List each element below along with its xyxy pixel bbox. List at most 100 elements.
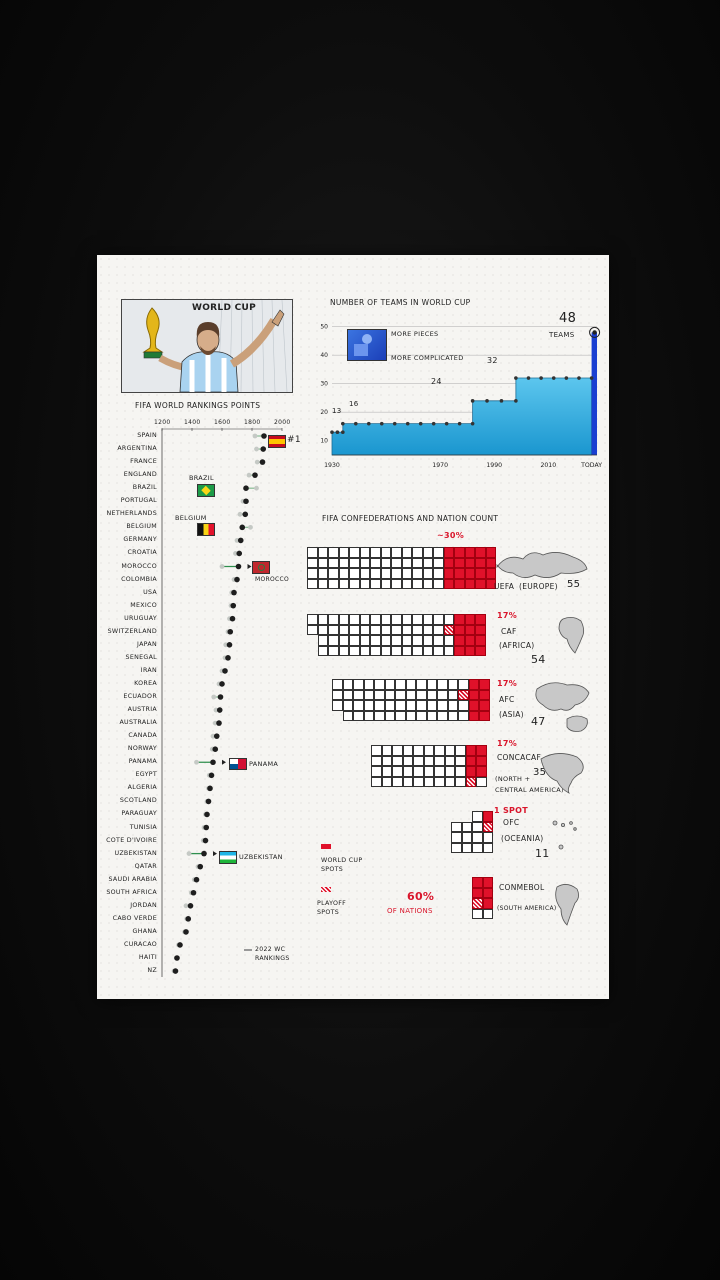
uefa-grid-cell [391, 568, 402, 579]
country-label: MEXICO [130, 601, 157, 609]
caf-grid-cell [464, 624, 475, 635]
ranking-current-dot [236, 550, 243, 557]
ranking-current-dot [172, 968, 179, 974]
country-label: CANADA [128, 732, 157, 740]
teams-area [331, 377, 592, 456]
teams-x-tick: 2010 [540, 462, 556, 469]
teams-step-dot [470, 399, 475, 403]
teams-step-dot [589, 376, 594, 380]
afc-grid-cell [416, 679, 427, 690]
afc-grid-cell [447, 679, 458, 690]
ranking-current-dot [217, 694, 224, 700]
afc-grid-cell [405, 700, 416, 711]
uefa-grid-cell [380, 547, 391, 558]
teams-y-tick: 20 [320, 409, 328, 416]
caf-grid-cell [370, 645, 381, 656]
uefa-grid-cell [359, 557, 370, 568]
conmebol-grid-cell [482, 898, 493, 909]
ranking-current-dot [207, 785, 213, 792]
afc-grid-cell [447, 689, 458, 700]
uefa-name: UEFA [494, 582, 515, 591]
afc-grid-cell [426, 689, 437, 700]
conmebol-grid-cell [472, 898, 483, 909]
country-label: PORTUGAL [120, 497, 157, 505]
teams-step-dot [444, 421, 449, 426]
ranking-2022-dot [186, 851, 192, 856]
conmebol-grid-cell [472, 877, 483, 888]
concacaf-name: CONCACAF [497, 753, 542, 762]
concacaf-grid-cell [402, 745, 413, 756]
puzzle-icon [347, 329, 387, 361]
ofc-grid-cell [461, 842, 472, 853]
uzbekistan-callout: UZBEKISTAN [239, 853, 283, 861]
ofc-grid-cell [472, 821, 483, 832]
caf-grid-cell [454, 624, 465, 635]
caf-grid-cell [443, 635, 454, 646]
caf-grid-cell [412, 635, 423, 646]
caf-grid-cell [370, 624, 381, 635]
uefa-grid-cell [443, 568, 454, 579]
concacaf-grid-cell [423, 755, 434, 766]
uefa-grid-cell [412, 557, 423, 568]
afc-grid-cell [363, 710, 374, 721]
uefa-grid-cell [317, 547, 328, 558]
caf-grid-cell [317, 624, 328, 635]
uefa-grid-cell [380, 578, 391, 589]
uefa-grid-cell [422, 547, 433, 558]
afc-grid-cell [426, 700, 437, 711]
teams-step-dot [457, 421, 462, 426]
belgium-callout: BELGIUM [175, 514, 207, 522]
teams-x-tick: TODAY [580, 462, 602, 469]
country-label: SPAIN [137, 432, 157, 439]
concacaf-grid-cell [381, 745, 392, 756]
afc-grid-cell [342, 689, 353, 700]
afc-grid-cell [332, 679, 343, 690]
teams-x-tick: 1930 [324, 462, 340, 469]
conmebol-pct: 60% [407, 890, 435, 903]
afc-grid-cell [374, 710, 385, 721]
rankings-title: FIFA WORLD RANKINGS POINTS [135, 401, 261, 410]
uefa-grid-cell [401, 578, 412, 589]
uefa-region: (EUROPE) [519, 582, 558, 591]
country-label: SENEGAL [125, 653, 157, 661]
caf-grid-cell [317, 614, 328, 625]
concacaf-pct: 17% [497, 739, 518, 748]
afc-grid-cell [363, 689, 374, 700]
conmebol-region: (SOUTH AMERICA) [497, 905, 557, 912]
teams-step-dot [341, 421, 345, 426]
concacaf-grid-cell [371, 766, 382, 777]
afc-grid-cell [332, 689, 343, 700]
afc-grid-cell [458, 679, 469, 690]
caf-grid-cell [359, 635, 370, 646]
caf-grid-cell [391, 645, 402, 656]
uefa-grid-cell [401, 568, 412, 579]
uefa-grid-cell [464, 547, 475, 558]
teams-step-dot [470, 421, 475, 426]
country-label: UZBEKISTAN [114, 849, 157, 857]
country-label: GHANA [132, 927, 157, 935]
ranking-current-dot [212, 746, 219, 752]
europe-map-icon [496, 552, 588, 578]
afc-grid-cell [342, 679, 353, 690]
afc-pct: 17% [497, 679, 518, 688]
rankings-axis-tick: 1200 [154, 419, 171, 426]
ranking-2022-dot [252, 433, 258, 439]
ranking-current-dot [204, 811, 210, 818]
ranking-current-dot [239, 524, 246, 531]
concacaf-grid-cell [444, 776, 455, 787]
ofc-count: 11 [535, 847, 550, 860]
afc-grid-cell [353, 700, 364, 711]
teams-24-label: 24 [431, 377, 442, 386]
ranking-arrow-icon [247, 564, 252, 569]
country-label: NETHERLANDS [106, 510, 157, 518]
ranking-current-dot [187, 903, 194, 909]
caf-grid-cell [464, 614, 475, 625]
country-label: ARGENTINA [117, 445, 157, 453]
uefa-grid-cell [307, 568, 318, 579]
country-label: SCOTLAND [119, 797, 157, 805]
concacaf-grid-cell [423, 745, 434, 756]
concacaf-grid-cell [455, 766, 466, 777]
afc-grid-cell [426, 710, 437, 721]
concacaf-grid-cell [476, 776, 487, 787]
rankings-axis-tick: 2000 [274, 419, 291, 426]
